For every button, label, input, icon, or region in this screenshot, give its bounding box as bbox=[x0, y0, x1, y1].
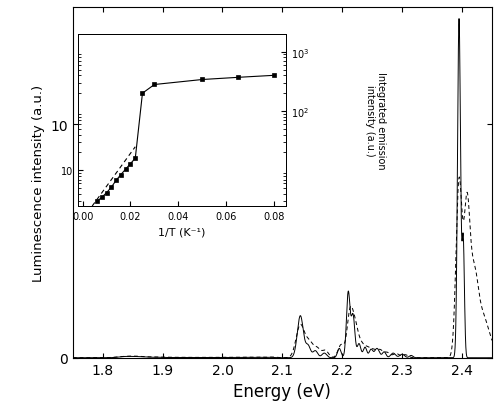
X-axis label: 1/T (K⁻¹): 1/T (K⁻¹) bbox=[158, 227, 205, 237]
Y-axis label: Luminescence intensity (a.u.): Luminescence intensity (a.u.) bbox=[32, 85, 45, 281]
X-axis label: Energy (eV): Energy (eV) bbox=[233, 382, 331, 400]
Y-axis label: Integrated emission
intensity (a.u.): Integrated emission intensity (a.u.) bbox=[364, 72, 386, 169]
